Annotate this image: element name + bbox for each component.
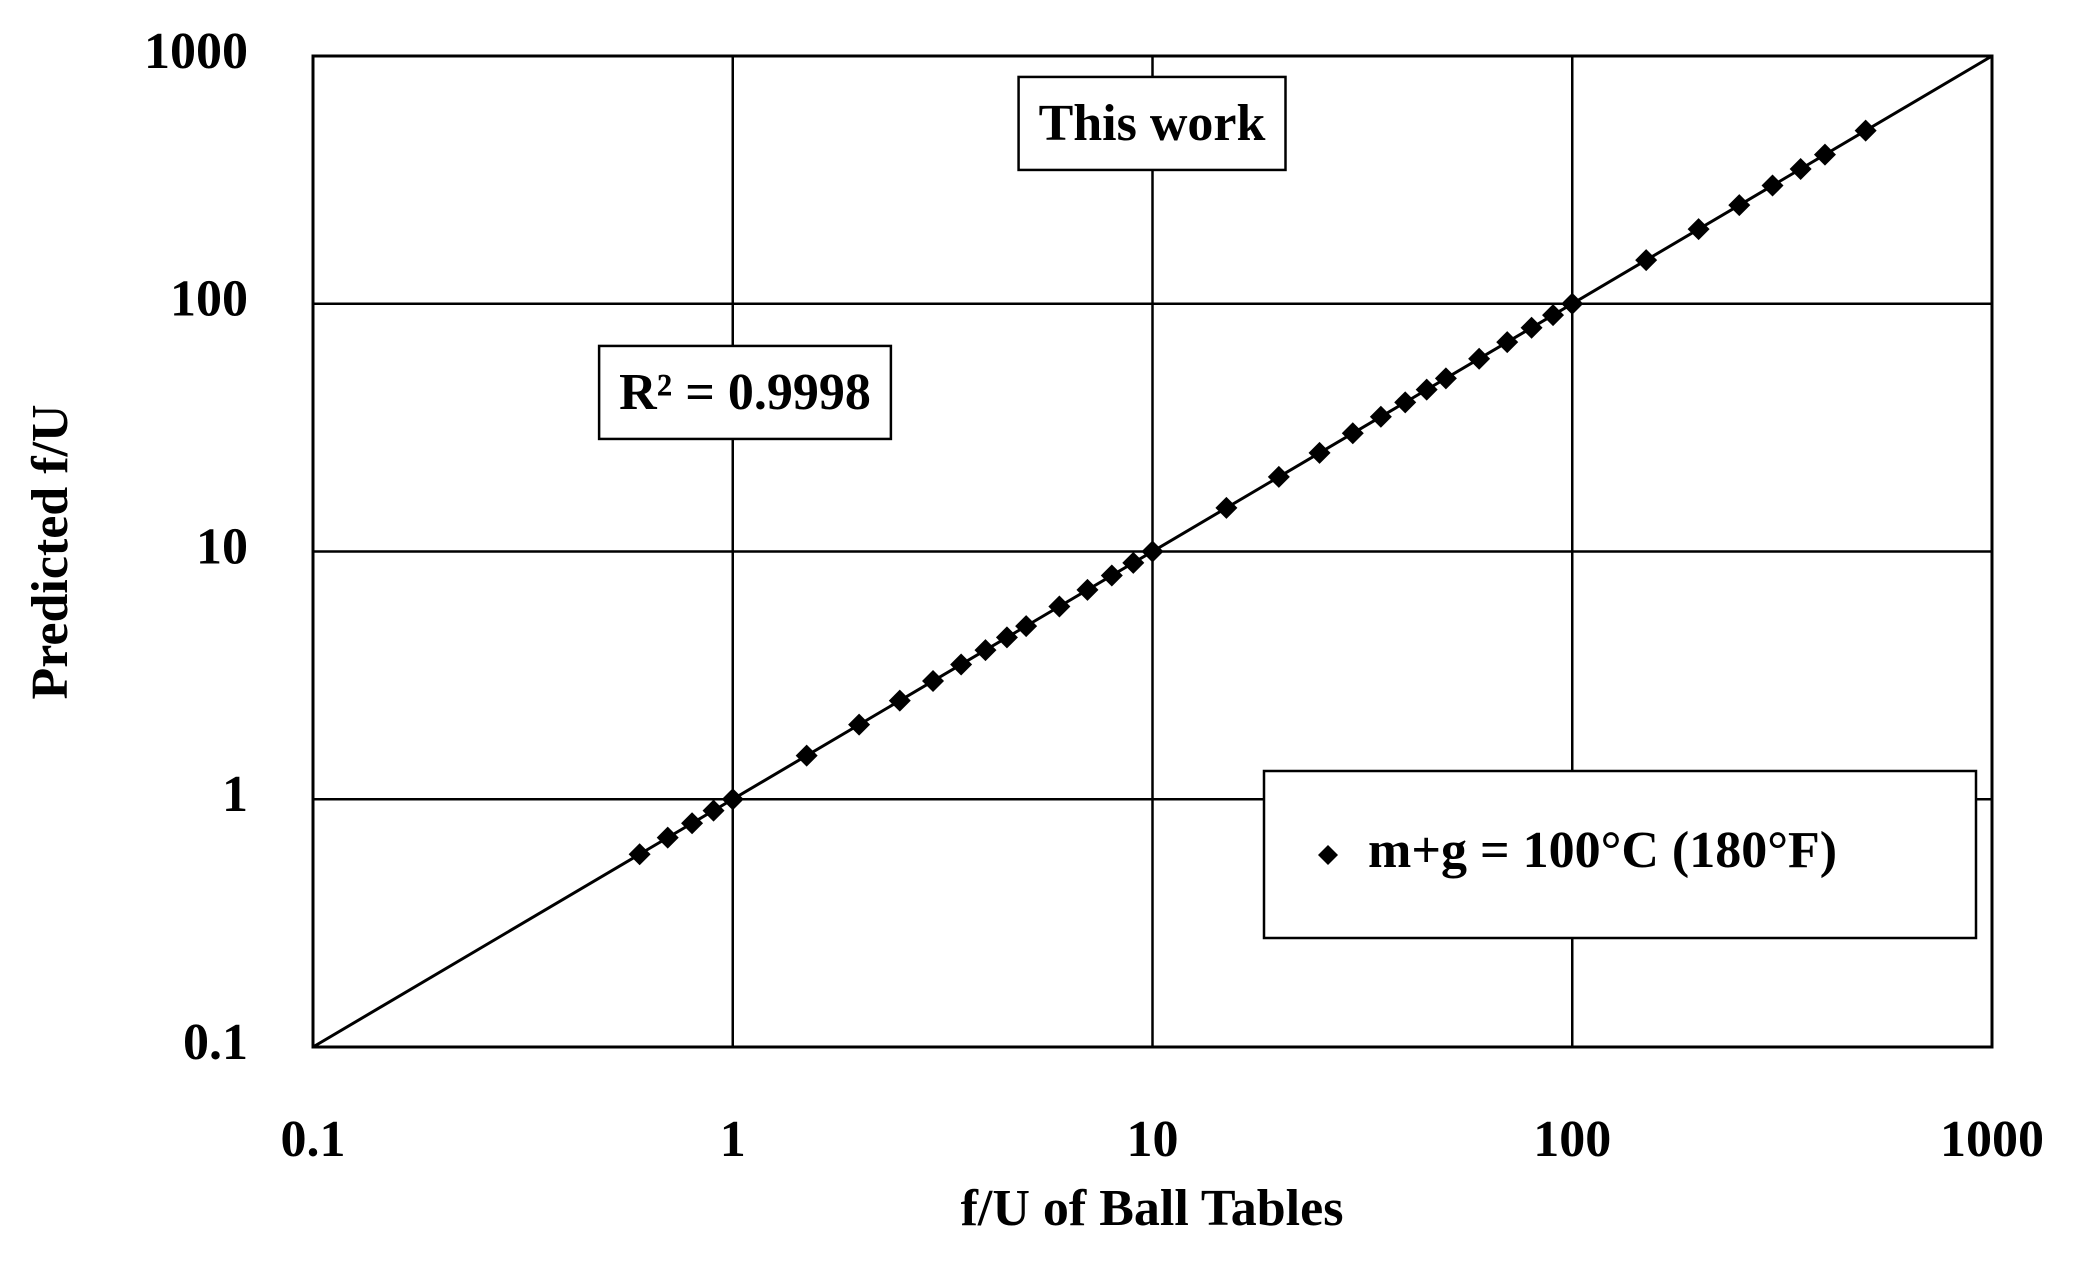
data-point bbox=[1122, 551, 1145, 574]
data-point bbox=[702, 799, 725, 822]
annotation: This work bbox=[1039, 95, 1266, 152]
data-point bbox=[1761, 174, 1784, 197]
y-tick-label: 100 bbox=[170, 271, 248, 328]
legend-label: m+g = 100°C (180°F) bbox=[1368, 822, 1837, 879]
data-point bbox=[1854, 119, 1877, 142]
data-point bbox=[1561, 292, 1584, 315]
data-point bbox=[628, 843, 651, 866]
data-point bbox=[1415, 378, 1438, 401]
x-tick-label: 1 bbox=[720, 1111, 746, 1168]
data-point bbox=[1728, 194, 1751, 217]
data-point bbox=[974, 639, 997, 662]
y-axis-label: Predicted f/U bbox=[22, 404, 79, 699]
y-tick-label: 1 bbox=[222, 766, 248, 823]
data-point bbox=[1468, 347, 1491, 370]
data-point bbox=[1141, 540, 1164, 563]
data-point bbox=[681, 812, 704, 835]
y-tick-label: 10 bbox=[196, 518, 248, 575]
data-point bbox=[1267, 465, 1290, 488]
data-point bbox=[1341, 422, 1364, 445]
y-tick-label: 1000 bbox=[144, 23, 248, 80]
data-point bbox=[1520, 316, 1543, 339]
legend-marker bbox=[1318, 845, 1338, 865]
x-tick-label: 10 bbox=[1127, 1111, 1179, 1168]
legend-box bbox=[1262, 769, 1978, 940]
data-point bbox=[1496, 331, 1519, 354]
data-point bbox=[1215, 496, 1238, 519]
data-point bbox=[1369, 405, 1392, 428]
data-point bbox=[1434, 367, 1457, 390]
plot-border bbox=[311, 54, 1994, 1049]
data-point bbox=[1308, 441, 1331, 464]
data-point bbox=[848, 713, 871, 736]
data-point bbox=[1076, 578, 1099, 601]
data-point bbox=[721, 788, 744, 811]
x-tick-label: 0.1 bbox=[281, 1111, 346, 1168]
data-point bbox=[795, 744, 818, 767]
data-point bbox=[1789, 157, 1812, 180]
data-point bbox=[995, 626, 1018, 649]
data-point bbox=[1048, 595, 1071, 618]
data-point bbox=[950, 653, 973, 676]
data-point bbox=[1542, 304, 1565, 327]
data-point bbox=[1813, 143, 1836, 166]
annotation-box bbox=[597, 344, 893, 441]
data-point bbox=[888, 689, 911, 712]
x-tick-label: 1000 bbox=[1940, 1111, 2044, 1168]
data-point bbox=[1635, 249, 1658, 272]
data-point bbox=[1015, 615, 1038, 638]
annotation: R² = 0.9998 bbox=[619, 364, 871, 421]
data-point bbox=[656, 826, 679, 849]
data-point bbox=[1687, 218, 1710, 241]
data-point bbox=[1394, 391, 1417, 414]
x-tick-label: 100 bbox=[1533, 1111, 1611, 1168]
y-tick-label: 0.1 bbox=[183, 1014, 248, 1071]
data-point bbox=[922, 670, 945, 693]
data-point bbox=[1100, 564, 1123, 587]
annotation-box bbox=[1017, 75, 1287, 172]
x-axis-label: f/U of Ball Tables bbox=[961, 1180, 1344, 1237]
